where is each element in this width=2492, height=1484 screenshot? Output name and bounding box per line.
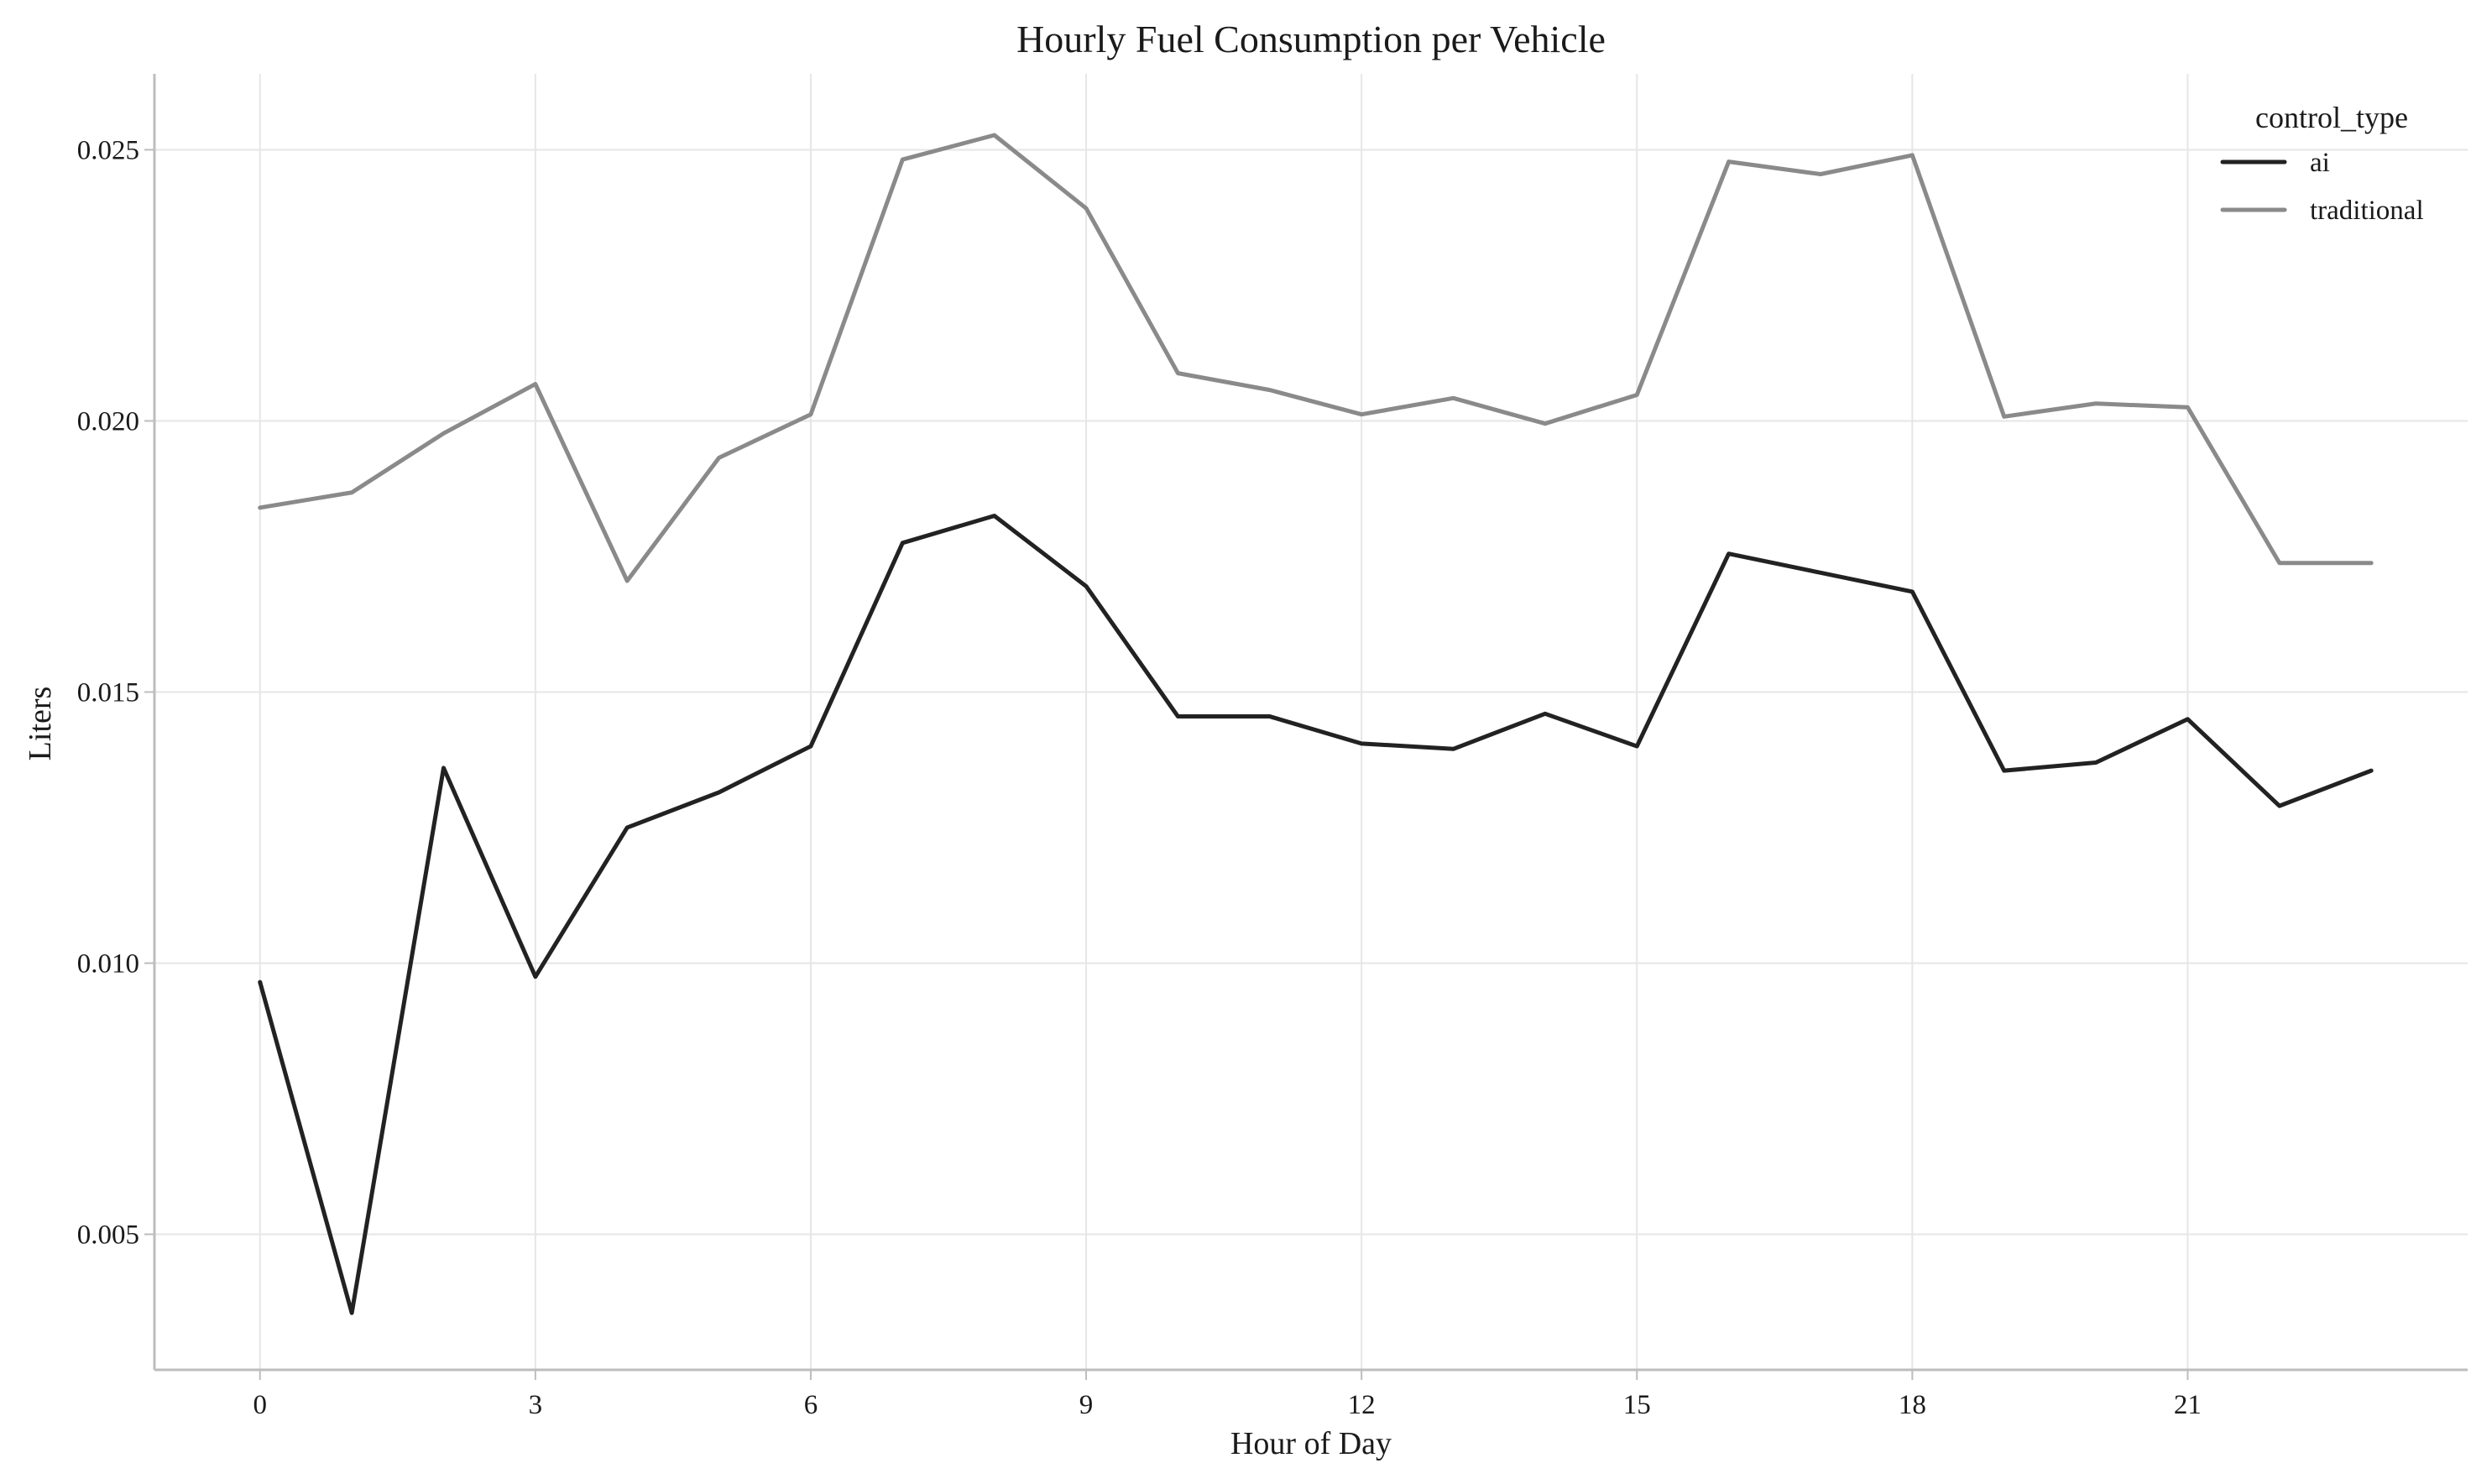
series-line-ai — [258, 514, 2374, 1315]
legend-label-ai: ai — [2310, 148, 2330, 178]
x-tick-label: 9 — [1079, 1390, 1094, 1420]
legend-label-traditional: traditional — [2310, 196, 2424, 226]
x-tick-label: 15 — [1623, 1390, 1651, 1420]
series-line-traditional — [258, 133, 2374, 583]
series-lines — [258, 133, 2374, 1315]
x-tick-label: 0 — [253, 1390, 268, 1420]
grid — [154, 74, 2468, 1370]
y-axis-label: Liters — [23, 687, 58, 761]
x-tick-label: 18 — [1899, 1390, 1926, 1420]
y-axis-ticks: 0.005 0.010 0.015 0.020 0.025 — [77, 135, 154, 1250]
chart-title: Hourly Fuel Consumption per Vehicle — [1016, 18, 1606, 60]
y-tick-label: 0.005 — [77, 1220, 139, 1250]
axes-spines — [153, 74, 2468, 1372]
x-axis-ticks: 0 3 6 9 12 15 18 21 — [253, 1370, 2202, 1420]
y-tick-label: 0.010 — [77, 948, 139, 979]
x-tick-label: 3 — [529, 1390, 543, 1420]
x-tick-label: 6 — [804, 1390, 818, 1420]
y-tick-label: 0.020 — [77, 406, 139, 436]
x-tick-label: 21 — [2174, 1390, 2202, 1420]
x-axis-label: Hour of Day — [1230, 1426, 1392, 1461]
legend: control_type ai traditional — [2220, 101, 2424, 226]
legend-title: control_type — [2255, 101, 2408, 134]
y-tick-label: 0.025 — [77, 135, 139, 165]
y-tick-label: 0.015 — [77, 677, 139, 708]
x-tick-label: 12 — [1348, 1390, 1376, 1420]
